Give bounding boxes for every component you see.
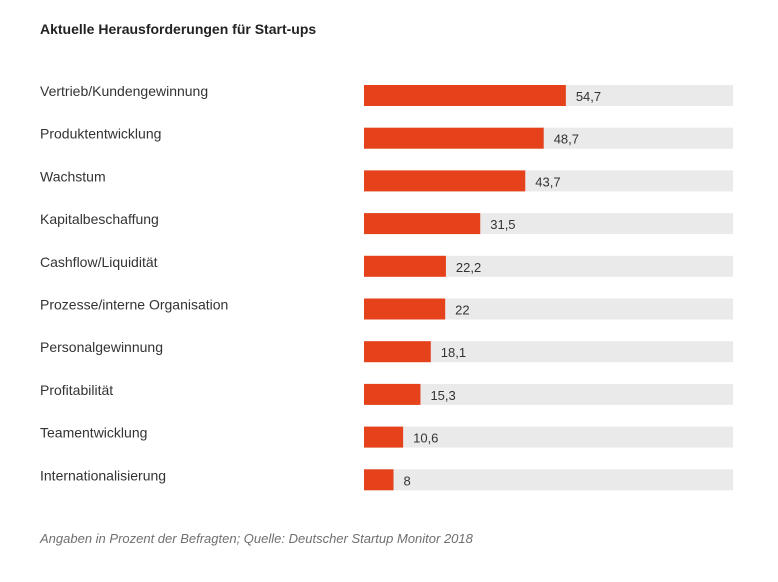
category-label-cashflow-liquiditaet: Cashflow/Liquidität	[40, 254, 158, 270]
value-label-prozesse-interne-organisation: 22	[455, 303, 469, 318]
bar-track-personalgewinnung	[364, 341, 733, 363]
bar-track-cashflow-liquiditaet	[364, 255, 733, 277]
bar-kapitalbeschaffung	[364, 213, 481, 235]
source-note: Angaben in Prozent der Befragten; Quelle…	[40, 531, 473, 546]
chart-title: Aktuelle Herausforderungen für Start-ups	[40, 21, 317, 37]
bar-internationalisierung	[364, 469, 394, 491]
bar-teamentwicklung	[364, 426, 404, 448]
category-label-internationalisierung: Internationalisierung	[40, 467, 166, 483]
bar-track-prozesse-interne-organisation	[364, 298, 733, 320]
bar-track-profitabilitaet	[364, 383, 733, 405]
value-label-cashflow-liquiditaet: 22,2	[456, 260, 481, 275]
bar-profitabilitaet	[364, 383, 421, 405]
bar-prozesse-interne-organisation	[364, 298, 446, 320]
value-label-kapitalbeschaffung: 31,5	[490, 217, 515, 232]
value-label-teamentwicklung: 10,6	[413, 431, 438, 446]
value-label-personalgewinnung: 18,1	[441, 345, 466, 360]
bar-track-teamentwicklung	[364, 426, 733, 448]
category-label-produktentwicklung: Produktentwicklung	[40, 126, 161, 142]
category-label-prozesse-interne-organisation: Prozesse/interne Organisation	[40, 297, 228, 313]
category-label-kapitalbeschaffung: Kapitalbeschaffung	[40, 211, 159, 227]
value-label-wachstum: 43,7	[535, 174, 560, 189]
bar-cashflow-liquiditaet	[364, 255, 446, 277]
category-label-teamentwicklung: Teamentwicklung	[40, 425, 147, 441]
bars-layer: Vertrieb/Kundengewinnung 54,7 Produktentwi…	[40, 83, 733, 491]
category-label-wachstum: Wachstum	[40, 168, 106, 184]
value-label-profitabilitaet: 15,3	[430, 388, 455, 403]
bar-personalgewinnung	[364, 341, 431, 363]
category-label-vertrieb-kundengewinnung: Vertrieb/Kundengewinnung	[40, 83, 208, 99]
category-label-profitabilitaet: Profitabilität	[40, 382, 113, 398]
value-label-vertrieb-kundengewinnung: 54,7	[576, 89, 601, 104]
value-label-produktentwicklung: 48,7	[554, 132, 579, 147]
bar-vertrieb-kundengewinnung	[364, 85, 566, 106]
bar-wachstum	[364, 170, 526, 192]
bar-track-internationalisierung	[364, 469, 733, 491]
bar-produktentwicklung	[364, 127, 544, 149]
value-label-internationalisierung: 8	[404, 473, 411, 488]
category-label-personalgewinnung: Personalgewinnung	[40, 339, 163, 355]
